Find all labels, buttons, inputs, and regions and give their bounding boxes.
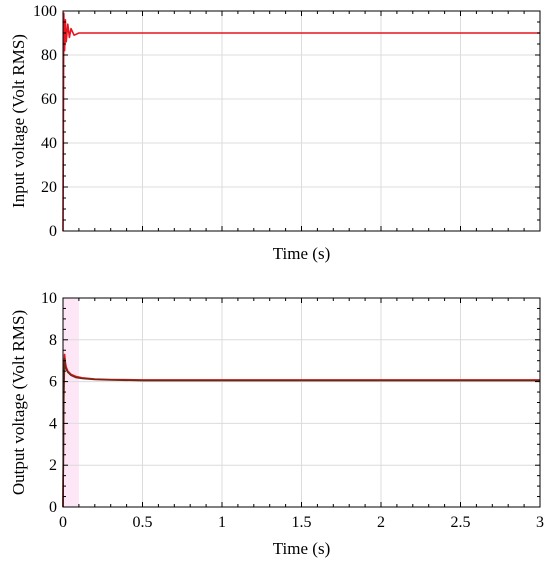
input-series-0-line <box>62 12 540 232</box>
output-y-tick-label: 8 <box>49 332 57 349</box>
output-x-tick-label: 0.5 <box>133 514 153 531</box>
input-y-tick-label: 80 <box>41 47 57 64</box>
output-y-axis-label: Output voltage (Volt RMS) <box>9 310 28 495</box>
output-x-tick-label: 0 <box>59 514 67 531</box>
input-voltage-panel: 0 20 40 60 80 100 Time (s) Input voltage (Volt … <box>9 3 541 263</box>
output-y-tick-label: 10 <box>41 290 57 307</box>
output-x-tick-label: 1 <box>218 514 226 531</box>
output-x-tick-label: 2.5 <box>451 514 471 531</box>
input-y-tick-label: 60 <box>41 91 57 108</box>
input-y-tick-label: 40 <box>41 135 57 152</box>
input-y-tick-label: 0 <box>49 223 57 240</box>
output-y-tick-label: 0 <box>49 499 57 516</box>
output-y-tick-label: 6 <box>49 374 57 391</box>
output-y-tick-label: 2 <box>49 457 57 474</box>
input-y-tick-label: 20 <box>41 179 57 196</box>
output-x-axis-label: Time (s) <box>273 539 330 558</box>
output-series-1-line <box>62 357 540 508</box>
output-highlight-band <box>63 298 79 507</box>
output-x-tick-label: 2 <box>377 514 385 531</box>
input-y-tick-label: 100 <box>33 3 57 20</box>
output-x-tick-label: 3 <box>536 514 544 531</box>
input-y-axis-label: Input voltage (Volt RMS) <box>9 34 28 208</box>
input-x-axis-label: Time (s) <box>273 244 330 263</box>
output-x-tick-label: 1.5 <box>292 514 312 531</box>
output-y-tick-label: 4 <box>49 415 57 432</box>
output-voltage-panel: 0 2 4 6 8 10 0 0.5 1 1.5 2 2.5 3 Time (s) Output volta… <box>9 290 544 558</box>
